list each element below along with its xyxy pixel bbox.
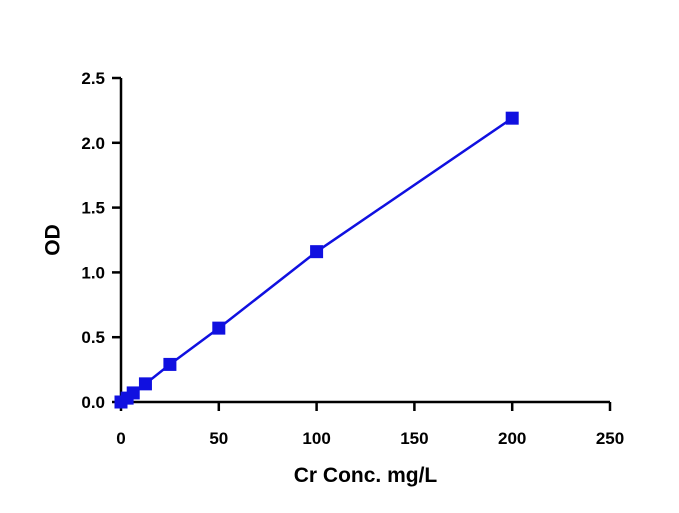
y-axis-title: OD [41, 224, 64, 256]
x-tick-label: 50 [209, 429, 228, 448]
x-tick-label: 0 [116, 429, 125, 448]
y-tick-label: 2.0 [81, 134, 105, 153]
data-point [138, 377, 152, 391]
y-tick-label: 0.5 [81, 328, 105, 347]
data-point [505, 111, 519, 125]
x-tick-label: 150 [400, 429, 428, 448]
data-point [126, 386, 140, 400]
y-tick-label: 1.0 [81, 263, 105, 282]
x-tick-label: 200 [498, 429, 526, 448]
data-point [310, 245, 324, 259]
y-ticks: 0.0 0.5 1.0 1.5 2.0 2.5 [81, 69, 121, 412]
x-ticks: 0 50 100 150 200 250 [116, 402, 624, 448]
series-line [120, 117, 513, 404]
data-point [212, 321, 226, 335]
x-axis-title: Cr Conc. mg/L [294, 464, 438, 487]
axes: 0 50 100 150 200 250 0.0 0.5 1.0 1.5 2.0 2.5 [81, 69, 624, 448]
x-tick-label: 250 [596, 429, 624, 448]
series-layer [114, 111, 519, 409]
y-tick-label: 0.0 [81, 393, 105, 412]
y-tick-label: 2.5 [81, 69, 105, 88]
x-tick-label: 100 [302, 429, 330, 448]
data-point [163, 357, 177, 371]
y-tick-label: 1.5 [81, 199, 105, 218]
